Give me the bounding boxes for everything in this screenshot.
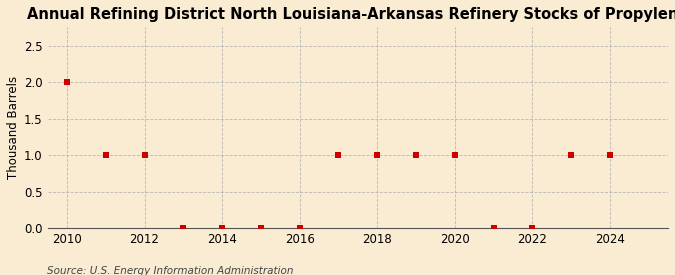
Point	[255, 226, 266, 230]
Point	[178, 226, 189, 230]
Point	[605, 153, 616, 157]
Point	[488, 226, 499, 230]
Point	[294, 226, 305, 230]
Point	[566, 153, 576, 157]
Point	[372, 153, 383, 157]
Title: Annual Refining District North Louisiana-Arkansas Refinery Stocks of Propylene: Annual Refining District North Louisiana…	[27, 7, 675, 22]
Point	[101, 153, 111, 157]
Point	[527, 226, 538, 230]
Point	[450, 153, 460, 157]
Text: Source: U.S. Energy Information Administration: Source: U.S. Energy Information Administ…	[47, 266, 294, 275]
Point	[333, 153, 344, 157]
Point	[217, 226, 227, 230]
Y-axis label: Thousand Barrels: Thousand Barrels	[7, 76, 20, 179]
Point	[410, 153, 421, 157]
Point	[61, 80, 72, 84]
Point	[139, 153, 150, 157]
